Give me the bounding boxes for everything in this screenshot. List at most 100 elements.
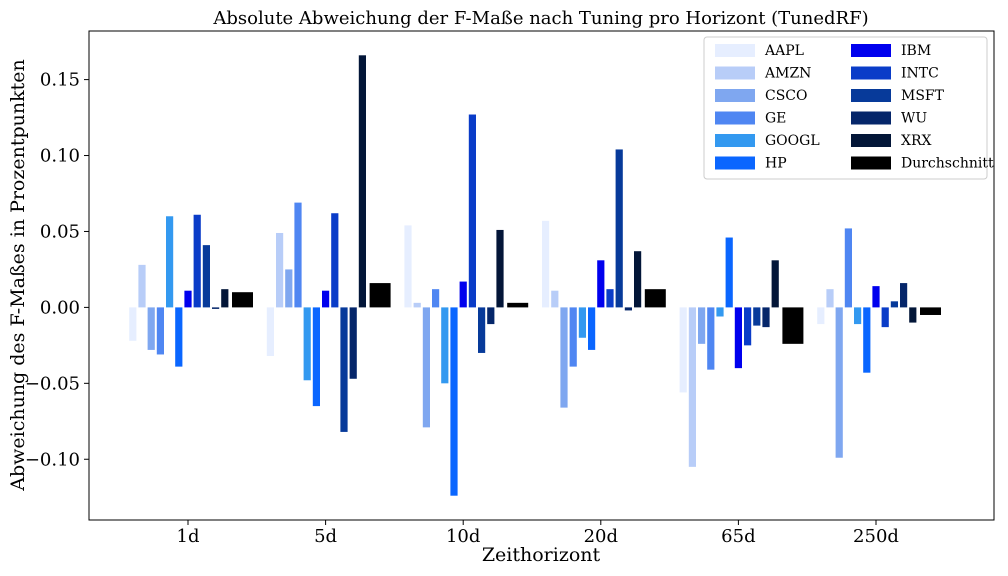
bar-msft-250d [890, 301, 898, 308]
legend-swatch-aapl [715, 44, 755, 57]
legend-box [703, 36, 988, 180]
bar-ge-20d [569, 307, 577, 367]
bar-aapl-5d [266, 307, 274, 356]
legend-label: CSCO [765, 88, 808, 104]
legend: AAPL AMZN CSCO GE GOOGL HP IBM INTC MSFT WU XRX Dur… [703, 36, 994, 180]
bar-wu-10d [487, 307, 495, 325]
plot-area [88, 30, 995, 521]
legend-swatch-hp [715, 156, 755, 170]
bars-group [129, 55, 941, 496]
bar-wu-20d [624, 307, 632, 311]
legend-label: Durchschnitt [901, 156, 994, 172]
bar-durchschnitt-250d [920, 307, 941, 315]
bar-hp-5d [312, 307, 320, 407]
bar-ge-65d [707, 307, 715, 370]
legend-label: AAPL [764, 43, 804, 59]
legend-label: WU [901, 111, 927, 127]
legend-swatch-wu [851, 111, 891, 125]
bar-intc-10d [468, 114, 476, 308]
x-tick-label: 250d [853, 526, 899, 547]
bar-xrx-250d [909, 307, 917, 323]
legend-label: XRX [901, 133, 932, 149]
bar-aapl-65d [679, 307, 687, 393]
y-axis: −0.10 −0.05 0.00 0.05 0.10 0.15 [25, 70, 89, 470]
bar-ge-10d [432, 289, 440, 308]
bar-ge-5d [294, 202, 302, 308]
bar-durchschnitt-10d [507, 302, 529, 308]
bar-csco-1d [147, 307, 155, 350]
bar-ibm-10d [459, 281, 467, 308]
bar-csco-65d [698, 307, 706, 344]
legend-label: HP [765, 156, 787, 172]
bar-xrx-65d [771, 260, 779, 308]
bar-wu-5d [349, 307, 357, 379]
bar-googl-20d [578, 307, 586, 338]
bar-durchschnitt-1d [232, 292, 253, 308]
legend-swatch-msft [851, 89, 891, 102]
chart-title: Absolute Abweichung der F-Maße nach Tuni… [212, 8, 868, 29]
bar-intc-20d [606, 289, 614, 308]
y-tick-label: −0.05 [25, 373, 80, 394]
legend-swatch-googl [715, 134, 755, 147]
bar-hp-1d [175, 307, 183, 367]
bar-csco-10d [422, 307, 430, 428]
bar-amzn-20d [551, 290, 559, 308]
bar-xrx-20d [634, 251, 642, 308]
bar-msft-20d [615, 149, 623, 308]
y-axis-title: Abweichung des F-Maßes in Prozentpunkten [7, 59, 29, 492]
bar-hp-20d [588, 307, 596, 350]
bar-xrx-10d [496, 229, 504, 308]
bar-msft-5d [340, 307, 348, 432]
legend-label: INTC [901, 66, 939, 82]
legend-swatch-durchschnitt [851, 156, 891, 170]
bar-amzn-10d [413, 302, 421, 308]
bar-msft-1d [202, 245, 210, 308]
bar-msft-10d [478, 307, 486, 353]
x-tick-label: 10d [446, 526, 480, 547]
bar-hp-65d [725, 237, 733, 308]
bar-intc-1d [193, 214, 201, 308]
legend-label: AMZN [764, 66, 811, 82]
y-tick-label: 0.15 [40, 70, 80, 91]
x-tick-label: 1d [177, 526, 200, 547]
y-tick-label: 0.05 [40, 221, 80, 242]
x-axis-title: Zeithorizont [482, 544, 601, 566]
bar-googl-65d [716, 307, 724, 317]
bar-ibm-1d [184, 290, 192, 308]
bar-amzn-5d [276, 232, 284, 308]
bar-googl-5d [303, 307, 311, 381]
x-axis: 1d 5d 10d 20d 65d 250d [177, 520, 899, 547]
legend-label: GE [765, 111, 786, 127]
bar-intc-5d [331, 213, 339, 308]
bar-csco-20d [560, 307, 568, 408]
bar-wu-65d [762, 307, 770, 328]
bar-durchschnitt-5d [369, 283, 391, 308]
bar-intc-250d [881, 307, 889, 328]
bar-googl-250d [854, 307, 862, 325]
bar-ibm-250d [872, 286, 880, 308]
bar-ibm-20d [597, 260, 605, 308]
x-tick-label: 5d [314, 526, 337, 547]
x-tick-label: 65d [721, 526, 755, 547]
legend-swatch-csco [715, 89, 755, 102]
x-tick-label: 20d [584, 526, 618, 547]
y-tick-label: −0.10 [25, 449, 80, 470]
legend-label: IBM [901, 43, 931, 59]
legend-swatch-intc [851, 66, 891, 80]
bar-amzn-250d [826, 289, 834, 308]
y-tick-label: 0.00 [40, 297, 80, 318]
bar-wu-1d [212, 307, 220, 309]
bar-hp-250d [863, 307, 871, 373]
bar-msft-65d [753, 307, 761, 326]
bar-intc-65d [744, 307, 752, 346]
legend-swatch-amzn [715, 66, 755, 80]
bar-durchschnitt-20d [644, 289, 666, 308]
legend-swatch-ge [715, 111, 755, 125]
legend-swatch-xrx [851, 134, 891, 147]
bar-ibm-5d [322, 290, 330, 308]
bar-hp-10d [450, 307, 458, 496]
bar-aapl-20d [542, 220, 550, 308]
bar-wu-250d [900, 283, 908, 308]
legend-label: MSFT [901, 88, 945, 104]
